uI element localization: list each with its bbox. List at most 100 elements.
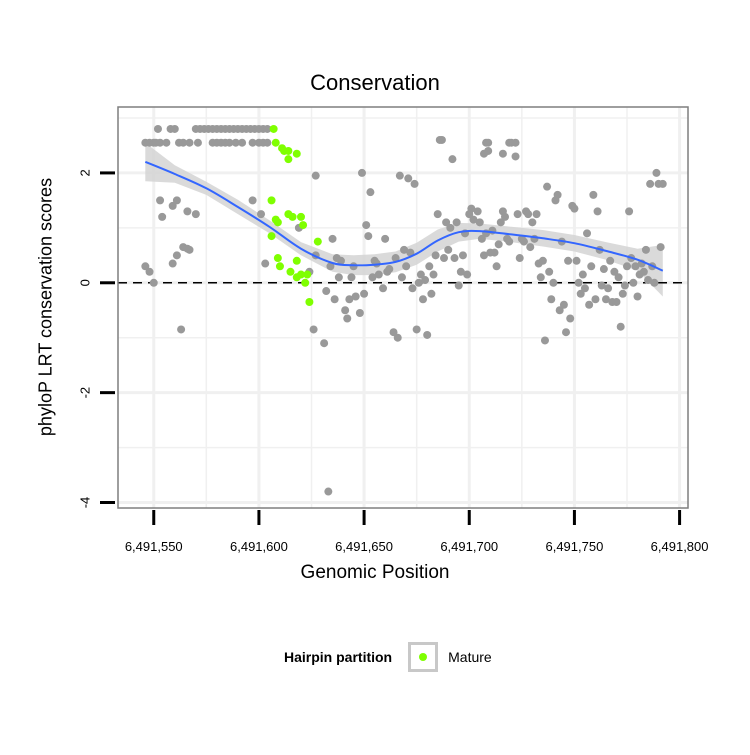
data-point [263, 138, 272, 147]
smooth-fit-line [144, 160, 664, 272]
data-point [326, 262, 335, 271]
data-point [616, 322, 625, 331]
data-point [477, 234, 486, 243]
data-point [625, 207, 634, 216]
data-point [141, 262, 150, 271]
data-point [511, 138, 520, 147]
data-point [589, 190, 598, 199]
data-point [364, 232, 373, 241]
data-point [397, 273, 406, 282]
data-point-mature [273, 254, 282, 263]
data-point [511, 152, 520, 161]
data-point [490, 248, 499, 257]
data-point [412, 325, 421, 334]
data-point [185, 245, 194, 254]
data-point [423, 330, 432, 339]
data-point [501, 212, 510, 221]
data-point [528, 218, 537, 227]
data-point [547, 295, 556, 304]
legend-label-mature: Mature [448, 649, 492, 665]
data-point [580, 284, 589, 293]
data-point [336, 256, 345, 265]
x-tick-label: 6,491,550 [125, 539, 183, 554]
data-point [559, 300, 568, 309]
data-point [351, 292, 360, 301]
data-point [456, 267, 465, 276]
data-point [345, 295, 354, 304]
data-point-mature [267, 196, 276, 205]
data-point [347, 273, 356, 282]
data-point [473, 207, 482, 216]
data-point-mature [271, 138, 280, 147]
data-point [620, 281, 629, 290]
data-point [610, 267, 619, 276]
data-point [172, 196, 181, 205]
data-point [623, 262, 632, 271]
data-point-mature [267, 232, 276, 241]
data-point-mature [301, 278, 310, 287]
data-point [467, 204, 476, 213]
data-point [328, 234, 337, 243]
y-tick-label: 0 [77, 279, 92, 286]
data-point [566, 314, 575, 323]
data-point [366, 188, 375, 197]
data-point-mature [275, 262, 284, 271]
data-point [416, 270, 425, 279]
data-point [311, 171, 320, 180]
data-point [583, 229, 592, 238]
data-point [492, 262, 501, 271]
data-point [543, 182, 552, 191]
data-point [484, 138, 493, 147]
data-point [532, 210, 541, 219]
data-point [606, 256, 615, 265]
data-point [633, 292, 642, 301]
data-point [526, 243, 535, 252]
data-point [357, 168, 366, 177]
data-point [458, 251, 467, 260]
data-point [570, 204, 579, 213]
y-tick-label: -2 [77, 387, 92, 399]
data-point [231, 138, 240, 147]
legend-key-dot [419, 653, 428, 661]
data-point [408, 284, 417, 293]
data-point [177, 325, 186, 334]
data-point [395, 171, 404, 180]
points-mature [267, 124, 322, 307]
data-point [149, 278, 158, 287]
data-point [641, 245, 650, 254]
data-point [374, 270, 383, 279]
data-point [225, 138, 234, 147]
data-point-mature [286, 267, 295, 276]
data-point [629, 278, 638, 287]
x-tick-label: 6,491,650 [335, 539, 393, 554]
data-point-mature [296, 270, 305, 279]
y-tick-label: 2 [77, 169, 92, 176]
data-point [658, 179, 667, 188]
data-point [257, 210, 266, 219]
y-tick-label: -4 [77, 497, 92, 509]
data-point [545, 267, 554, 276]
data-point [444, 245, 453, 254]
data-point [536, 273, 545, 282]
data-point [320, 339, 329, 348]
data-point [475, 218, 484, 227]
data-point [519, 237, 528, 246]
axis-layer: 6,491,550 6,491,600 6,491,650 6,491,700 6,49… [77, 169, 708, 554]
data-point [585, 300, 594, 309]
data-point [614, 273, 623, 282]
data-point [393, 333, 402, 342]
data-point [562, 328, 571, 337]
data-point [193, 138, 202, 147]
data-point-mature [284, 146, 293, 155]
data-point [437, 135, 446, 144]
data-point [330, 295, 339, 304]
x-tick-label: 6,491,750 [545, 539, 603, 554]
points-other [141, 124, 667, 496]
data-point-mature [292, 256, 301, 265]
data-point [341, 306, 350, 315]
data-point [618, 289, 627, 298]
data-point [309, 325, 318, 334]
data-point [494, 240, 503, 249]
data-point [261, 259, 270, 268]
data-point [549, 278, 558, 287]
